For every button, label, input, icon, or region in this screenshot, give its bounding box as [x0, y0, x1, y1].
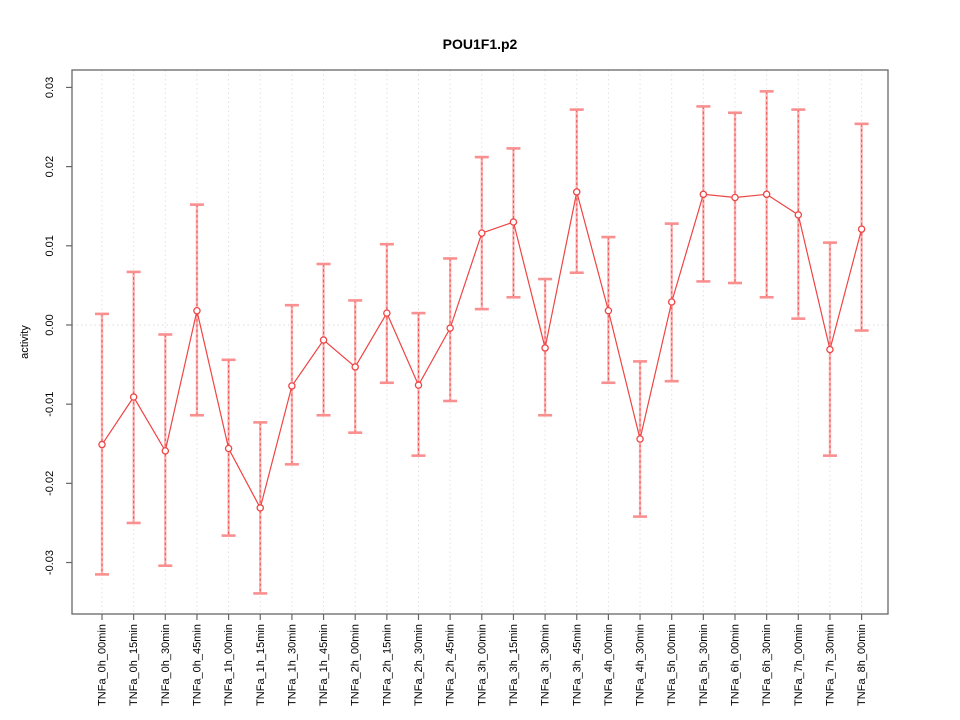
x-tick-label: TNFa_5h_00min	[666, 624, 678, 706]
data-point	[573, 188, 581, 196]
x-tick-label: TNFa_1h_45min	[318, 624, 330, 706]
x-tick-label: TNFa_0h_45min	[191, 624, 203, 706]
x-tick-label: TNFa_6h_30min	[761, 624, 773, 706]
data-point	[288, 382, 296, 390]
y-tick-label: 0.00	[44, 314, 56, 335]
x-tick-label: TNFa_4h_00min	[603, 624, 615, 706]
x-tick-label: TNFa_1h_30min	[286, 624, 298, 706]
data-point	[541, 344, 549, 352]
data-point	[256, 504, 264, 512]
x-tick-label: TNFa_0h_15min	[128, 624, 140, 706]
data-point	[193, 306, 201, 315]
data-point	[319, 336, 328, 344]
x-tick-label: TNFa_6h_00min	[730, 624, 742, 706]
data-point	[857, 225, 866, 233]
x-tick-label: TNFa_2h_15min	[381, 624, 393, 706]
y-tick-label: -0.01	[44, 392, 56, 417]
y-tick-label: 0.01	[44, 235, 56, 256]
chart-title: POU1F1.p2	[442, 36, 518, 52]
plot-frame	[71, 69, 889, 615]
data-point	[794, 211, 803, 219]
y-tick-label: 0.02	[44, 156, 56, 177]
x-tick-label: TNFa_0h_30min	[160, 624, 172, 706]
data-point	[129, 393, 138, 401]
data-point	[667, 298, 676, 306]
data-point	[98, 440, 106, 449]
x-tick-label: TNFa_5h_30min	[698, 624, 710, 706]
x-tick-label: TNFa_3h_45min	[571, 624, 583, 706]
data-point	[731, 193, 739, 202]
data-point	[351, 363, 359, 371]
data-point	[478, 229, 486, 237]
x-tick-label: TNFa_7h_30min	[824, 624, 836, 706]
x-tick-label: TNFa_0h_00min	[97, 624, 109, 706]
data-point	[414, 381, 423, 389]
data-point	[383, 309, 391, 317]
y-tick-label: -0.03	[44, 550, 56, 575]
data-point	[762, 190, 771, 199]
x-tick-label: TNFa_7h_00min	[793, 624, 805, 706]
x-tick-label: TNFa_1h_00min	[223, 624, 235, 706]
y-tick-label: -0.02	[44, 471, 56, 496]
x-tick-label: TNFa_2h_00min	[350, 624, 362, 706]
x-tick-label: TNFa_2h_30min	[413, 624, 425, 706]
x-tick-label: TNFa_2h_45min	[445, 624, 457, 706]
x-tick-label: TNFa_3h_30min	[540, 624, 552, 706]
data-point	[604, 306, 613, 315]
x-tick-label: TNFa_4h_30min	[635, 624, 647, 706]
x-tick-label: TNFa_1h_15min	[255, 624, 267, 706]
data-point	[161, 447, 170, 455]
y-tick-label: 0.03	[44, 77, 56, 98]
data-point	[699, 190, 708, 199]
data-point	[826, 345, 834, 354]
data-point	[636, 435, 644, 443]
x-tick-label: TNFa_3h_00min	[476, 624, 488, 706]
data-point	[509, 218, 518, 226]
x-tick-label: TNFa_8h_00min	[856, 624, 868, 706]
data-point	[446, 324, 454, 332]
y-axis-label: activity	[19, 325, 31, 359]
x-tick-label: TNFa_3h_15min	[508, 624, 520, 706]
data-point	[224, 444, 233, 453]
